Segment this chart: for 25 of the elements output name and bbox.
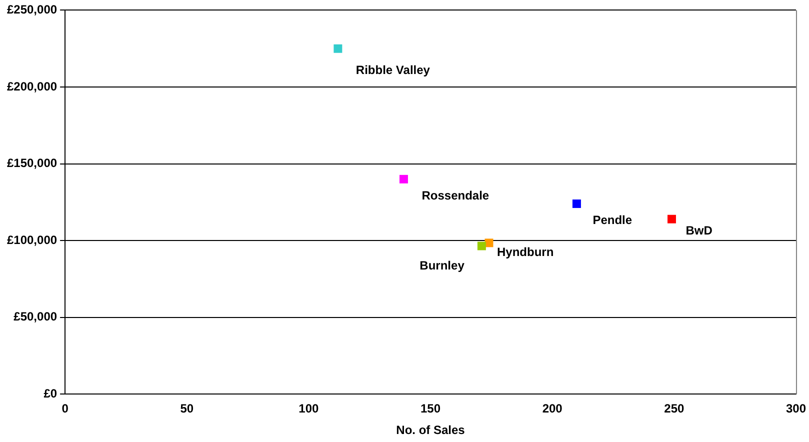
series-label: Rossendale [422,188,490,202]
series-label: Hyndburn [496,245,554,260]
point [667,214,676,224]
point [334,44,342,53]
x-axis-title: No. of Sales [396,423,466,438]
x-tick-label: 0 [62,402,69,416]
series-label: Ribble Valley [356,62,430,77]
x-tick-label: 250 [664,402,684,416]
series-label: Pendle [592,213,632,228]
x-tick-label: 300 [786,402,806,416]
y-tick-label: £200,000 [6,79,58,94]
x-tick-label: 100 [298,402,320,416]
series-label: Burnley [420,258,465,272]
point [399,174,408,184]
y-tick-label: £150,000 [6,156,58,170]
x-tick-label: 150 [420,402,441,416]
x-tick-label: 200 [542,402,563,416]
y-tick-label: £100,000 [6,232,58,247]
point [477,242,486,250]
series-label: BwD [686,223,713,238]
y-tick-label: £50,000 [14,310,58,324]
x-tick-label: 50 [180,402,194,416]
point [572,199,581,208]
y-tick-label: £250,000 [6,2,58,17]
y-tick-label: £0 [44,386,58,401]
